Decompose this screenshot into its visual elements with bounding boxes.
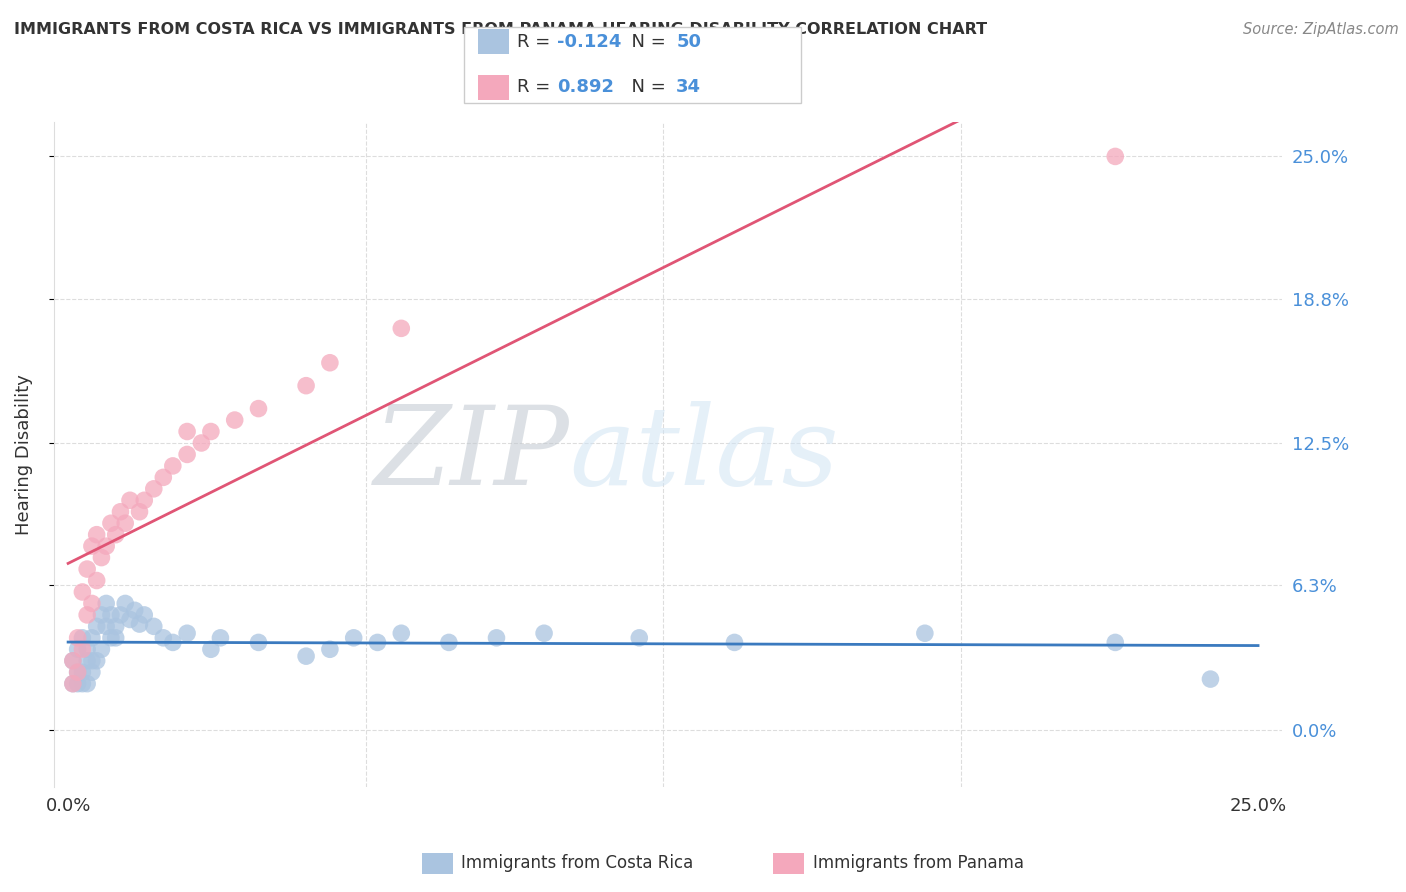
Point: [80, 654, 103, 668]
Text: -0.124: -0.124: [557, 33, 621, 51]
Point: [190, 436, 212, 450]
Point: [152, 631, 174, 645]
Point: [62, 676, 84, 690]
Point: [134, 607, 156, 622]
Point: [142, 619, 165, 633]
Point: [76, 676, 98, 690]
Point: [100, 516, 122, 531]
Point: [86, 654, 108, 668]
Point: [142, 482, 165, 496]
Point: [247, 635, 270, 649]
Point: [295, 378, 318, 392]
Text: IMMIGRANTS FROM COSTA RICA VS IMMIGRANTS FROM PANAMA HEARING DISABILITY CORRELAT: IMMIGRANTS FROM COSTA RICA VS IMMIGRANTS…: [14, 22, 987, 37]
Point: [124, 603, 146, 617]
Y-axis label: Hearing Disability: Hearing Disability: [15, 374, 32, 535]
Text: R =: R =: [517, 33, 557, 51]
Point: [319, 356, 342, 370]
Point: [366, 635, 388, 649]
Point: [128, 505, 150, 519]
Text: atlas: atlas: [569, 401, 839, 508]
Text: 50: 50: [676, 33, 702, 51]
Point: [86, 574, 108, 588]
Text: N =: N =: [620, 33, 672, 51]
Point: [72, 665, 94, 680]
Point: [72, 631, 94, 645]
Point: [72, 676, 94, 690]
Point: [200, 425, 222, 439]
Point: [90, 607, 112, 622]
Point: [76, 654, 98, 668]
Point: [176, 626, 198, 640]
Point: [1104, 635, 1126, 649]
Point: [110, 607, 132, 622]
Text: Source: ZipAtlas.com: Source: ZipAtlas.com: [1243, 22, 1399, 37]
Point: [723, 635, 745, 649]
Point: [90, 642, 112, 657]
Point: [162, 458, 184, 473]
Point: [224, 413, 246, 427]
Point: [96, 539, 118, 553]
Text: ZIP: ZIP: [374, 401, 569, 508]
Point: [114, 597, 136, 611]
Point: [389, 626, 412, 640]
Point: [96, 597, 118, 611]
Point: [389, 321, 412, 335]
Point: [86, 527, 108, 541]
Point: [200, 642, 222, 657]
Point: [66, 642, 89, 657]
Point: [62, 654, 84, 668]
Point: [628, 631, 651, 645]
Text: 34: 34: [676, 78, 702, 96]
Point: [162, 635, 184, 649]
Point: [90, 550, 112, 565]
Point: [533, 626, 555, 640]
Text: N =: N =: [620, 78, 672, 96]
Point: [86, 619, 108, 633]
Point: [76, 562, 98, 576]
Point: [295, 649, 318, 664]
Text: Immigrants from Panama: Immigrants from Panama: [813, 855, 1024, 872]
Point: [209, 631, 232, 645]
Point: [72, 642, 94, 657]
Point: [100, 631, 122, 645]
Point: [66, 631, 89, 645]
Point: [437, 635, 460, 649]
Point: [80, 665, 103, 680]
Point: [100, 607, 122, 622]
Point: [128, 617, 150, 632]
Point: [66, 665, 89, 680]
Point: [176, 447, 198, 461]
Text: Immigrants from Costa Rica: Immigrants from Costa Rica: [461, 855, 693, 872]
Point: [62, 676, 84, 690]
Point: [319, 642, 342, 657]
Point: [66, 676, 89, 690]
Point: [176, 425, 198, 439]
Point: [134, 493, 156, 508]
Point: [104, 527, 127, 541]
Point: [104, 631, 127, 645]
Point: [247, 401, 270, 416]
Point: [152, 470, 174, 484]
Point: [80, 597, 103, 611]
Text: R =: R =: [517, 78, 557, 96]
Point: [80, 539, 103, 553]
Point: [96, 619, 118, 633]
Point: [80, 631, 103, 645]
Point: [66, 665, 89, 680]
Point: [1199, 672, 1222, 686]
Point: [118, 493, 141, 508]
Point: [72, 585, 94, 599]
Point: [343, 631, 366, 645]
Point: [76, 642, 98, 657]
Point: [62, 654, 84, 668]
Point: [76, 607, 98, 622]
Point: [914, 626, 936, 640]
Point: [485, 631, 508, 645]
Point: [1104, 149, 1126, 163]
Point: [114, 516, 136, 531]
Point: [118, 612, 141, 626]
Text: 0.892: 0.892: [557, 78, 614, 96]
Point: [110, 505, 132, 519]
Point: [104, 619, 127, 633]
